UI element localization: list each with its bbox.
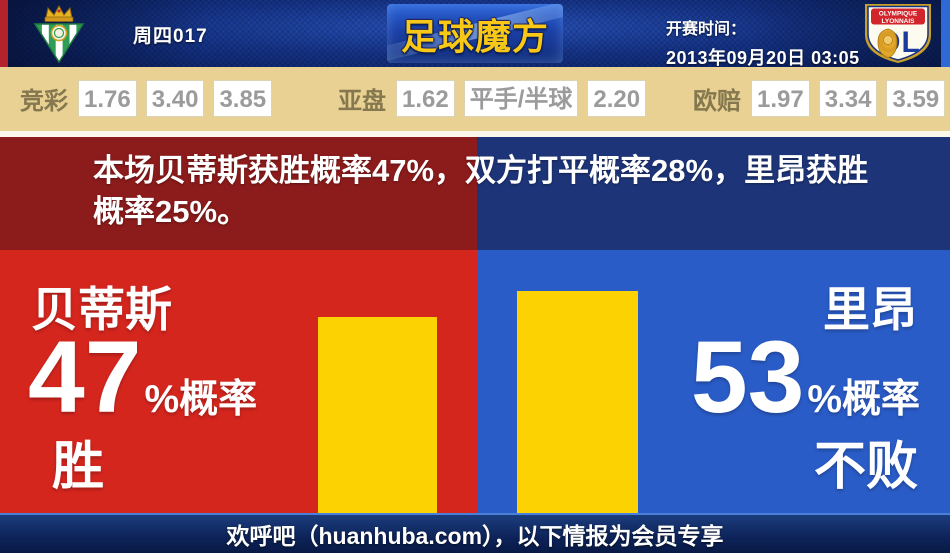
- real-betis-crest-icon: [22, 4, 96, 64]
- summary-line-2: 概率25%。: [93, 194, 249, 229]
- left-red-edge-stripe: [0, 0, 8, 67]
- summary-band-red: [0, 137, 477, 250]
- odds-group-oupei: 欧赔 1.97 3.34 3.59: [693, 80, 946, 117]
- odds-group-yapan: 亚盘 1.62 平手/半球 2.20: [338, 80, 647, 117]
- footer-text: 欢呼吧（huanhuba.com），以下情报为会员专享: [226, 523, 724, 549]
- cream-divider-line: [0, 131, 950, 137]
- kickoff-label: 开赛时间：: [666, 21, 747, 38]
- odds-label-oupei: 欧赔: [693, 88, 741, 115]
- probability-summary: 本场贝蒂斯获胜概率47%，双方打平概率28%，里昂获胜 概率25%。: [93, 150, 913, 232]
- home-percent-group: 47 %概率: [28, 326, 257, 428]
- summary-line-1: 本场贝蒂斯获胜概率47%，双方打平概率28%，里昂获胜: [93, 153, 869, 188]
- summary-band-blue: [477, 137, 950, 250]
- odds-strip: 竞彩 1.76 3.40 3.85 亚盘 1.62 平手/半球 2.20 欧赔 …: [0, 67, 950, 131]
- odds-value: 3.59: [886, 80, 946, 117]
- kickoff-datetime: 2013年09月20日 03:05: [666, 48, 860, 68]
- odds-value: 1.62: [396, 80, 455, 117]
- match-code: 周四017: [133, 26, 208, 47]
- home-percent-suffix: %概率: [144, 378, 258, 421]
- home-outcome: 胜: [52, 438, 105, 496]
- away-percent-group: 53 %概率: [691, 326, 920, 428]
- odds-handicap: 平手/半球: [463, 80, 579, 117]
- right-blue-edge-stripe: [941, 0, 950, 67]
- away-outcome: 不败: [813, 438, 918, 496]
- footer-bar: 欢呼吧（huanhuba.com），以下情报为会员专享: [0, 513, 950, 553]
- header-bar: 周四017 足球魔方 开赛时间： 2013年09月20日 03:05 OLYMP…: [0, 0, 950, 70]
- site-logo-text: 足球魔方: [400, 15, 549, 57]
- odds-label-jingcai: 竞彩: [20, 88, 68, 115]
- odds-value: 2.20: [587, 80, 647, 117]
- odds-value: 1.97: [751, 80, 810, 117]
- home-probability-bar: [318, 317, 437, 513]
- odds-group-jingcai: 竞彩 1.76 3.40 3.85: [20, 80, 273, 117]
- odds-value: 3.40: [145, 80, 205, 117]
- home-percent-value: 47: [28, 320, 142, 434]
- home-team-name: 贝蒂斯: [31, 283, 172, 336]
- olympique-lyonnais-crest-icon: OLYMPIQUE LYONNAIS OL: [860, 2, 936, 65]
- odds-label-yapan: 亚盘: [338, 88, 386, 115]
- odds-value: 3.85: [213, 80, 273, 117]
- kickoff-info: 开赛时间： 2013年09月20日 03:05: [666, 15, 860, 70]
- odds-value: 1.76: [78, 80, 137, 117]
- site-logo-banner: 足球魔方: [387, 4, 563, 63]
- odds-value: 3.34: [818, 80, 878, 117]
- crest-text-lyonnais: LYONNAIS: [882, 18, 916, 25]
- crest-text-olympique: OLYMPIQUE: [879, 11, 918, 18]
- away-percent-suffix: %概率: [807, 378, 920, 421]
- away-probability-bar: [517, 291, 638, 513]
- away-percent-value: 53: [690, 320, 805, 434]
- away-team-name: 里昂: [823, 283, 917, 336]
